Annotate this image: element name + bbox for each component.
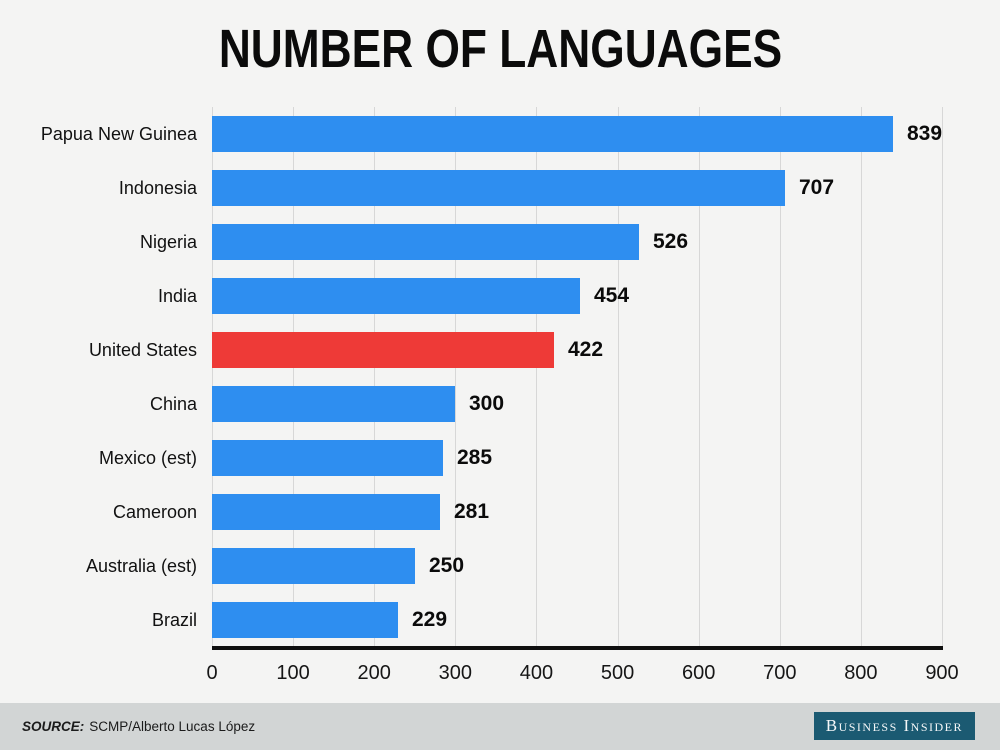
gridline — [536, 107, 538, 647]
x-tick-label: 900 — [925, 662, 959, 684]
category-label: Papua New Guinea — [40, 123, 197, 144]
category-label: China — [149, 393, 197, 414]
bar-track — [212, 224, 639, 260]
bar — [212, 170, 785, 206]
gridline — [374, 107, 376, 647]
bar-track — [212, 278, 580, 314]
category-label: Nigeria — [139, 231, 197, 252]
x-axis-line — [212, 646, 943, 650]
business-insider-logo-text: Business Insider — [825, 716, 963, 735]
gridline — [942, 107, 943, 647]
value-label: 300 — [469, 392, 505, 415]
bar — [212, 386, 455, 422]
gridline — [698, 107, 700, 647]
x-tick-label: 300 — [438, 662, 473, 684]
bar — [212, 602, 398, 638]
bar-row: Cameroon 281 — [0, 485, 1000, 539]
value-label: 526 — [653, 230, 689, 253]
gridline — [455, 107, 457, 647]
x-tick-label: 100 — [276, 662, 310, 684]
bar — [212, 548, 415, 584]
bar-highlighted — [212, 332, 554, 368]
chart-title-text: NUMBER OF LANGUAGES — [218, 19, 782, 79]
x-tick-label: 400 — [519, 662, 554, 684]
bar-row: Mexico (est) 285 — [0, 431, 1000, 485]
value-label: 422 — [568, 338, 604, 361]
bar — [212, 224, 639, 260]
x-axis-tick-labels: 0 100 200 300 400 500 600 700 800 900 — [206, 662, 958, 688]
value-label: 454 — [594, 284, 630, 307]
x-tick-label: 600 — [681, 662, 716, 684]
gridline — [212, 107, 213, 647]
bar-row: Papua New Guinea 839 — [0, 107, 1000, 161]
bar-row: India 454 — [0, 269, 1000, 323]
bar-track — [212, 386, 455, 422]
gridline — [860, 107, 862, 647]
category-label: Indonesia — [118, 177, 197, 198]
gridlines — [212, 107, 943, 647]
gridline — [293, 107, 295, 647]
bar-track — [212, 116, 893, 152]
bar — [212, 494, 440, 530]
source-credit: SOURCE: SCMP/Alberto Lucas López — [22, 703, 255, 750]
source-text: SCMP/Alberto Lucas López — [89, 719, 256, 734]
x-tick-label: 500 — [600, 662, 635, 684]
bar-row: Australia (est) 250 — [0, 539, 1000, 593]
bar-track — [212, 440, 443, 476]
bar-track — [212, 170, 785, 206]
business-insider-logo: Business Insider — [813, 712, 975, 740]
value-label: 707 — [799, 176, 835, 199]
bar-row: Nigeria 526 — [0, 215, 1000, 269]
x-tick-label: 700 — [763, 662, 797, 684]
bar — [212, 440, 443, 476]
value-label: 281 — [454, 500, 490, 523]
bar-track — [212, 332, 554, 368]
value-label: 250 — [429, 554, 465, 577]
chart-title: NUMBER OF LANGUAGES — [0, 18, 1000, 80]
bar-row: Brazil 229 — [0, 593, 1000, 647]
bar-track — [212, 602, 398, 638]
x-tick-label: 800 — [844, 662, 878, 684]
bar-rows: Papua New Guinea 839 Indonesia 707 Nigeria 52… — [0, 107, 1000, 647]
category-label: Brazil — [151, 609, 197, 630]
bar-row: China 300 — [0, 377, 1000, 431]
value-label: 839 — [907, 122, 943, 145]
bar-track — [212, 548, 415, 584]
value-label: 229 — [412, 608, 448, 631]
category-label: Mexico (est) — [98, 447, 197, 468]
category-label: India — [157, 285, 197, 306]
bar-row: United States 422 — [0, 323, 1000, 377]
bar-row: Indonesia 707 — [0, 161, 1000, 215]
bar — [212, 116, 893, 152]
gridline — [779, 107, 781, 647]
category-label: Cameroon — [112, 501, 197, 522]
footer-bar: SOURCE: SCMP/Alberto Lucas López Busines… — [0, 703, 1000, 750]
source-label: SOURCE: — [22, 719, 85, 734]
category-label: Australia (est) — [85, 555, 197, 576]
category-label: United States — [88, 339, 197, 360]
bar-track — [212, 494, 440, 530]
x-tick-label: 200 — [357, 662, 391, 684]
value-label: 285 — [457, 446, 493, 469]
gridline — [617, 107, 619, 647]
bar — [212, 278, 580, 314]
x-tick-label: 0 — [206, 662, 218, 684]
